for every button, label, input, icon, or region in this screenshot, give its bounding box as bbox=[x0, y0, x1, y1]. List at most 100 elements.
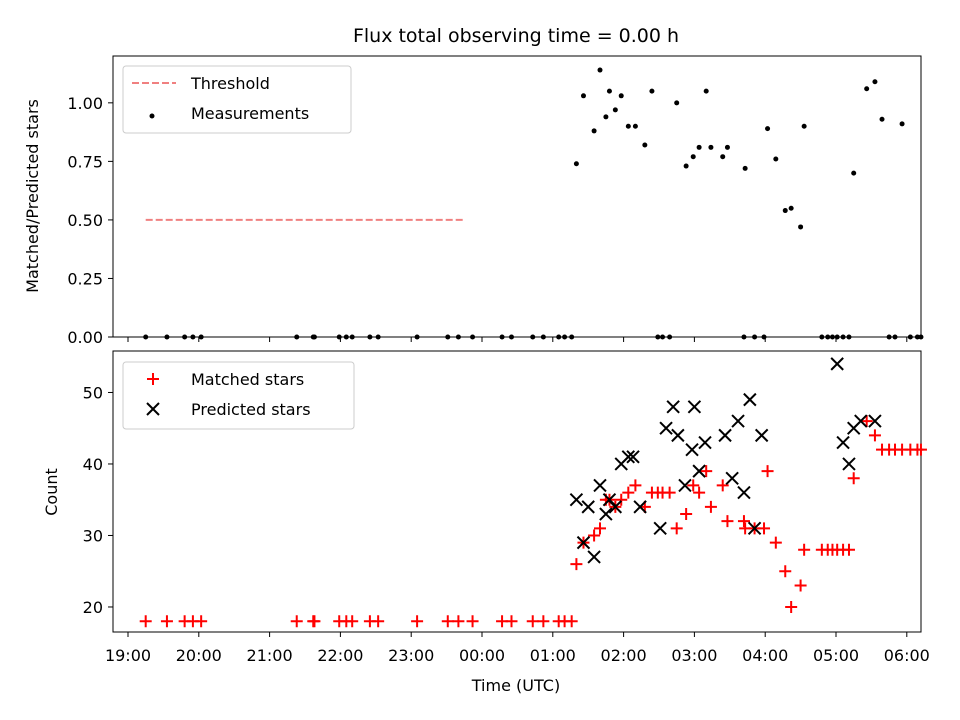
measurement-point bbox=[834, 334, 840, 340]
ratio-plot-frame bbox=[112, 55, 922, 338]
measurement-point bbox=[765, 126, 771, 132]
matched-point bbox=[629, 479, 642, 492]
measurement-point bbox=[414, 334, 420, 340]
matched-point bbox=[700, 465, 713, 478]
measurement-point bbox=[761, 334, 767, 340]
matched-point bbox=[693, 486, 706, 499]
measurement-point bbox=[375, 334, 381, 340]
matched-point bbox=[565, 615, 578, 628]
measurement-point bbox=[851, 170, 857, 176]
matched-point bbox=[779, 565, 792, 578]
measurement-point bbox=[580, 93, 586, 99]
measurement-point bbox=[907, 334, 913, 340]
predicted-point bbox=[593, 478, 607, 493]
measurement-point bbox=[540, 334, 546, 340]
ratio-y-tick-label: 0.00 bbox=[67, 328, 103, 347]
matched-point bbox=[716, 479, 729, 492]
measurement-point bbox=[597, 67, 603, 73]
measurement-point bbox=[632, 123, 638, 129]
x-tick-label: 03:00 bbox=[671, 646, 717, 665]
measurement-point bbox=[642, 142, 648, 148]
measurement-point bbox=[703, 88, 709, 94]
matched-point bbox=[526, 615, 539, 628]
matched-point bbox=[411, 615, 424, 628]
matched-point bbox=[594, 522, 606, 535]
matched-point bbox=[663, 486, 676, 499]
matched-point bbox=[914, 443, 927, 456]
measurement-point bbox=[606, 88, 612, 94]
measurement-point bbox=[294, 334, 300, 340]
measurement-point bbox=[143, 334, 149, 340]
matched-point bbox=[704, 500, 717, 513]
measurement-point bbox=[655, 334, 661, 340]
measurement-point bbox=[801, 123, 807, 129]
x-tick-label: 05:00 bbox=[813, 646, 859, 665]
count-y-tick-label: 30 bbox=[83, 526, 103, 545]
matched-point bbox=[670, 522, 683, 535]
matched-point bbox=[860, 415, 873, 428]
matched-point bbox=[615, 493, 628, 506]
predicted-point bbox=[718, 428, 732, 443]
count-y-tick-label: 20 bbox=[83, 598, 103, 617]
measurement-point bbox=[742, 165, 748, 171]
measurement-point bbox=[690, 154, 696, 160]
matched-point bbox=[785, 600, 798, 613]
ratio-legend-box bbox=[122, 65, 352, 134]
ratio-x-ticks bbox=[127, 337, 908, 342]
x-axis-label: Time (UTC) bbox=[471, 676, 560, 695]
count-plot-frame bbox=[112, 350, 922, 633]
x-tick-label: 19:00 bbox=[105, 646, 151, 665]
ratio-y-tick-label: 0.75 bbox=[67, 152, 103, 171]
predicted-point bbox=[830, 357, 844, 371]
predicted-point bbox=[731, 414, 745, 428]
measurement-point bbox=[509, 334, 514, 340]
measurement-point bbox=[819, 334, 825, 340]
predicted-point bbox=[671, 428, 685, 443]
predicted-point bbox=[754, 428, 769, 443]
count-y-tick-label: 50 bbox=[83, 383, 103, 402]
measurement-point bbox=[696, 144, 702, 150]
matched-point bbox=[847, 472, 860, 485]
ratio-y-tick-label: 1.00 bbox=[67, 94, 103, 113]
measurement-point bbox=[724, 144, 730, 150]
measurement-point bbox=[499, 334, 505, 340]
measurement-point bbox=[683, 163, 689, 169]
predicted-point bbox=[692, 464, 706, 478]
measurement-point bbox=[649, 88, 655, 94]
matched-point bbox=[758, 522, 771, 535]
measurement-point bbox=[918, 334, 924, 340]
predicted-point bbox=[599, 507, 613, 521]
measurement-point bbox=[720, 154, 726, 160]
measurement-point bbox=[190, 334, 196, 340]
x-tick-label: 20:00 bbox=[176, 646, 222, 665]
measurement-point bbox=[164, 334, 170, 340]
measurement-point bbox=[773, 156, 779, 162]
threshold-legend-label: Threshold bbox=[190, 74, 270, 93]
measurement-point bbox=[788, 205, 794, 211]
ratio-y-tick-label: 0.25 bbox=[67, 269, 103, 288]
measurement-point bbox=[556, 334, 562, 340]
measurement-point bbox=[562, 334, 568, 340]
measurement-point bbox=[667, 334, 673, 340]
matched-point bbox=[346, 615, 359, 628]
predicted-point bbox=[576, 535, 591, 550]
measurement-point bbox=[343, 334, 349, 340]
matched-point bbox=[737, 515, 750, 528]
x-tick-label: 04:00 bbox=[742, 646, 788, 665]
measurement-point bbox=[846, 334, 852, 340]
measurement-point bbox=[198, 334, 204, 340]
count-y-tick-label: 40 bbox=[83, 455, 103, 474]
measurements-legend-marker bbox=[149, 113, 155, 119]
measurement-point bbox=[752, 334, 758, 340]
matched-point bbox=[290, 615, 303, 628]
chart-title: Flux total observing time = 0.00 h bbox=[353, 25, 679, 47]
matched-point bbox=[842, 543, 855, 556]
predicted-point bbox=[854, 414, 868, 428]
matched-point bbox=[769, 536, 782, 549]
predicted-legend-marker bbox=[146, 402, 160, 416]
predicted-point bbox=[836, 435, 850, 450]
predicted-point bbox=[737, 485, 751, 500]
count-y-axis-label: Count bbox=[42, 468, 61, 516]
matched-point bbox=[537, 615, 550, 628]
measurement-point bbox=[825, 334, 831, 340]
